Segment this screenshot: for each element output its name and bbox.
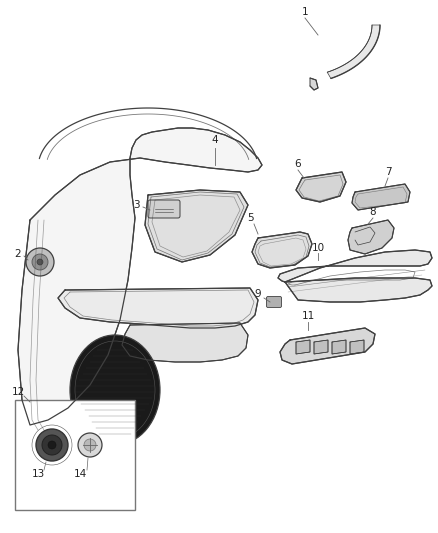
Circle shape (32, 254, 48, 270)
Polygon shape (314, 340, 328, 354)
Polygon shape (58, 288, 258, 328)
Text: 3: 3 (133, 200, 139, 210)
Text: 8: 8 (370, 207, 376, 217)
Text: 7: 7 (385, 167, 391, 177)
Text: 14: 14 (74, 469, 87, 479)
FancyBboxPatch shape (266, 296, 282, 308)
Polygon shape (122, 323, 248, 362)
Text: 13: 13 (32, 469, 45, 479)
Text: 11: 11 (301, 311, 314, 321)
Text: 2: 2 (15, 249, 21, 259)
Circle shape (37, 259, 43, 265)
Polygon shape (280, 328, 375, 364)
Circle shape (26, 248, 54, 276)
Text: 4: 4 (212, 135, 218, 145)
Polygon shape (18, 128, 262, 425)
Text: 9: 9 (254, 289, 261, 299)
Polygon shape (278, 250, 432, 302)
Polygon shape (145, 190, 248, 262)
Polygon shape (310, 78, 318, 90)
FancyBboxPatch shape (148, 200, 180, 218)
Text: 1: 1 (302, 7, 308, 17)
Circle shape (78, 433, 102, 457)
Circle shape (48, 441, 56, 449)
Text: 12: 12 (11, 387, 25, 397)
Circle shape (36, 429, 68, 461)
Text: 6: 6 (295, 159, 301, 169)
Circle shape (84, 439, 96, 451)
Polygon shape (350, 340, 364, 354)
Circle shape (42, 435, 62, 455)
Polygon shape (296, 172, 346, 202)
Polygon shape (332, 340, 346, 354)
Text: 10: 10 (311, 243, 325, 253)
FancyBboxPatch shape (15, 400, 135, 510)
Polygon shape (296, 340, 310, 354)
Ellipse shape (70, 335, 160, 445)
Polygon shape (348, 220, 394, 254)
Polygon shape (252, 232, 312, 268)
Text: 5: 5 (247, 213, 253, 223)
Polygon shape (327, 25, 380, 78)
Polygon shape (352, 184, 410, 210)
